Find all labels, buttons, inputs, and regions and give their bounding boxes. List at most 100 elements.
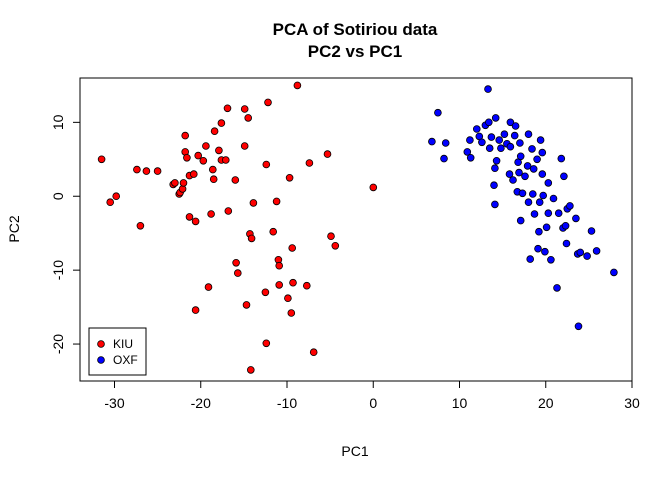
point-oxf [463,148,472,156]
point-kiu [244,114,253,122]
point-kiu [209,165,217,174]
point-oxf [553,284,561,292]
point-oxf [535,227,543,236]
point-oxf [487,133,496,141]
point-oxf [549,194,558,203]
point-oxf [478,138,486,147]
legend-marker-oxf [97,356,105,364]
y-tick-label: -10 [50,260,66,280]
point-kiu [288,244,297,252]
point-oxf [524,198,533,207]
point-oxf [541,247,549,256]
y-axis-label: PC2 [6,215,22,242]
point-oxf [500,130,509,139]
point-kiu [224,207,233,215]
point-oxf [492,157,501,165]
point-oxf [516,139,524,147]
point-oxf [516,216,525,225]
chart-subtitle: PC2 vs PC1 [308,42,403,61]
point-kiu [210,127,219,135]
point-oxf [466,136,474,144]
point-kiu [171,179,179,187]
point-kiu [305,159,314,167]
point-kiu [202,142,210,150]
point-oxf [542,223,551,232]
point-kiu [302,281,311,290]
point-kiu [142,167,151,175]
point-oxf [485,144,494,153]
point-kiu [247,234,256,243]
point-oxf [434,108,442,117]
point-oxf [510,131,519,140]
point-oxf [495,136,504,144]
point-kiu [309,348,318,357]
x-tick-label: -20 [191,395,211,411]
point-oxf [506,142,515,151]
point-oxf [572,214,580,223]
point-oxf [509,176,517,184]
point-kiu [275,261,284,270]
point-oxf [466,154,475,162]
point-oxf [528,190,537,198]
point-oxf [523,162,532,170]
point-kiu [272,197,281,206]
point-kiu [136,222,145,230]
point-oxf [506,118,515,127]
point-kiu [247,366,255,374]
point-oxf [524,130,533,139]
point-oxf [491,200,499,209]
point-oxf [566,202,574,210]
point-kiu [179,179,188,187]
point-kiu [293,81,302,90]
y-tick-label: 0 [50,192,66,200]
x-axis-label: PC1 [341,443,368,459]
point-oxf [536,136,545,144]
point-kiu [264,98,272,107]
point-kiu [262,160,271,169]
point-kiu [369,183,378,192]
point-kiu [153,167,162,175]
point-oxf [544,179,553,187]
point-kiu [323,150,332,158]
point-oxf [511,122,520,130]
point-oxf [497,144,505,153]
point-kiu [133,165,141,174]
point-kiu [191,306,200,314]
x-tick-label: 0 [369,395,377,411]
point-kiu [284,294,292,303]
point-oxf [538,148,547,157]
x-tick-label: -30 [104,395,124,411]
point-oxf [534,244,542,253]
point-kiu [327,232,335,241]
legend-box [88,327,147,376]
point-oxf [490,181,498,190]
point-kiu [262,339,271,348]
point-kiu [249,199,258,207]
point-kiu [194,151,203,160]
x-tick-label: 10 [452,395,468,411]
point-kiu [215,146,223,155]
point-kiu [97,155,106,164]
y-axis: -20 -10 0 10 [50,114,81,354]
point-oxf [538,170,547,178]
point-kiu [287,309,296,317]
point-oxf [562,239,571,248]
point-oxf [491,114,500,122]
point-oxf [530,210,539,218]
point-kiu [183,154,191,162]
point-oxf [587,227,596,235]
point-oxf [484,118,493,127]
legend: KIU OXF [88,327,147,376]
legend-marker-kiu [97,340,105,348]
x-tick-label: -10 [277,395,297,411]
point-kiu [240,105,249,113]
point-kiu [222,156,230,164]
point-oxf [491,164,499,173]
point-oxf [539,191,547,200]
point-kiu [240,142,249,150]
y-tick-label: -20 [50,334,66,354]
point-oxf [516,152,525,161]
point-oxf [557,154,566,163]
point-oxf [583,252,591,260]
